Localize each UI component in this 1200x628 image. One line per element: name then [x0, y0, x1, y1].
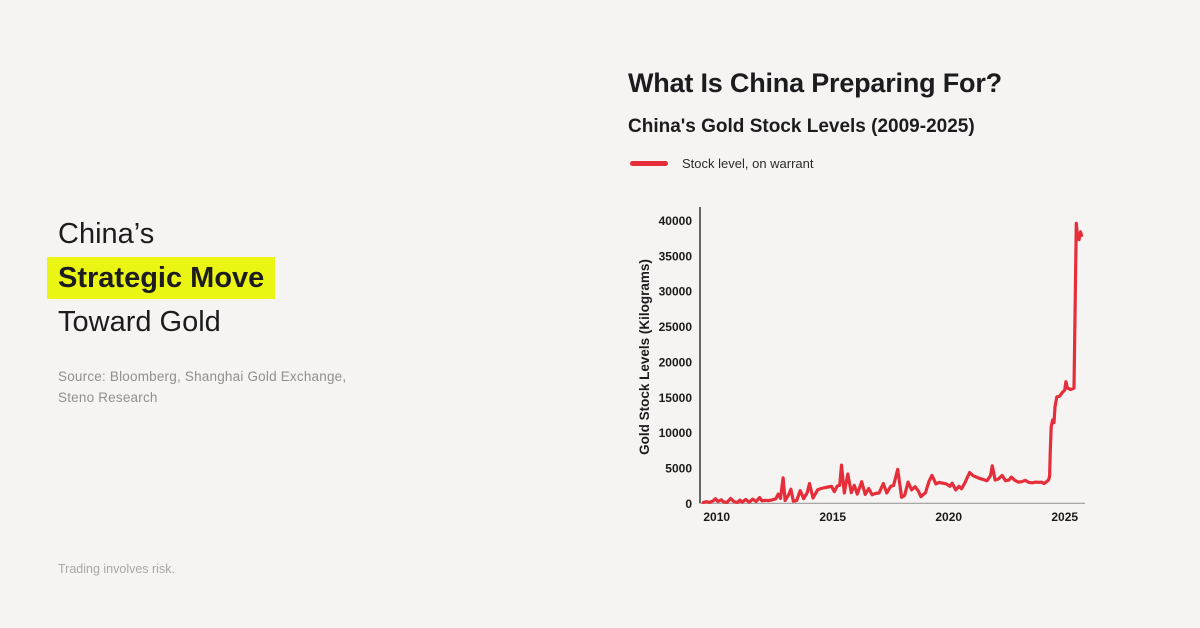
stock-level-line	[701, 221, 1084, 505]
x-axis-tick-labels: 2010 2015 2020 2025	[703, 510, 1078, 524]
y-axis-tick-labels: 0 5000 10000 15000 20000 25000 30000 35000 40000	[659, 214, 693, 511]
y-tick-label: 10000	[659, 426, 693, 440]
headline-line-1: China’s	[58, 218, 155, 250]
chart-title: What Is China Preparing For?	[628, 68, 1002, 98]
y-tick-label: 30000	[659, 285, 693, 299]
y-axis-title: Gold Stock Levels (Kilograms)	[637, 259, 652, 455]
chart-axes	[699, 207, 1085, 504]
y-tick-label: 0	[685, 497, 692, 511]
x-tick-label: 2010	[703, 510, 730, 524]
y-tick-label: 35000	[659, 249, 693, 263]
source-line: Steno Research	[58, 390, 158, 406]
legend-label: Stock level, on warrant	[682, 156, 814, 171]
source-attribution: Source: Bloomberg, Shanghai Gold Exchang…	[58, 368, 346, 407]
legend-line-swatch	[630, 161, 668, 166]
x-tick-label: 2020	[935, 510, 962, 524]
headline-highlight: Strategic Move	[47, 257, 276, 299]
chart-legend: Stock level, on warrant	[630, 156, 814, 171]
risk-disclaimer: Trading involves risk.	[58, 562, 175, 576]
series-stock-level-line	[701, 221, 1084, 505]
gold-stock-line-chart: Gold Stock Levels (Kilograms) 0 5000 10000…	[637, 207, 1085, 524]
y-tick-label: 15000	[659, 391, 693, 405]
y-tick-label: 25000	[659, 320, 693, 334]
y-tick-label: 5000	[665, 461, 692, 475]
x-tick-label: 2015	[819, 510, 846, 524]
y-tick-label: 40000	[659, 214, 693, 228]
source-line: Source: Bloomberg, Shanghai Gold Exchang…	[58, 369, 347, 384]
chart-subtitle: China's Gold Stock Levels (2009-2025)	[628, 116, 975, 137]
left-panel: China’s Strategic Move Toward Gold Sourc…	[47, 212, 346, 410]
x-tick-label: 2025	[1051, 510, 1078, 524]
main-headline: China’s Strategic Move Toward Gold	[47, 212, 346, 344]
headline-line-3: Toward Gold	[58, 306, 221, 338]
y-tick-label: 20000	[659, 355, 693, 369]
